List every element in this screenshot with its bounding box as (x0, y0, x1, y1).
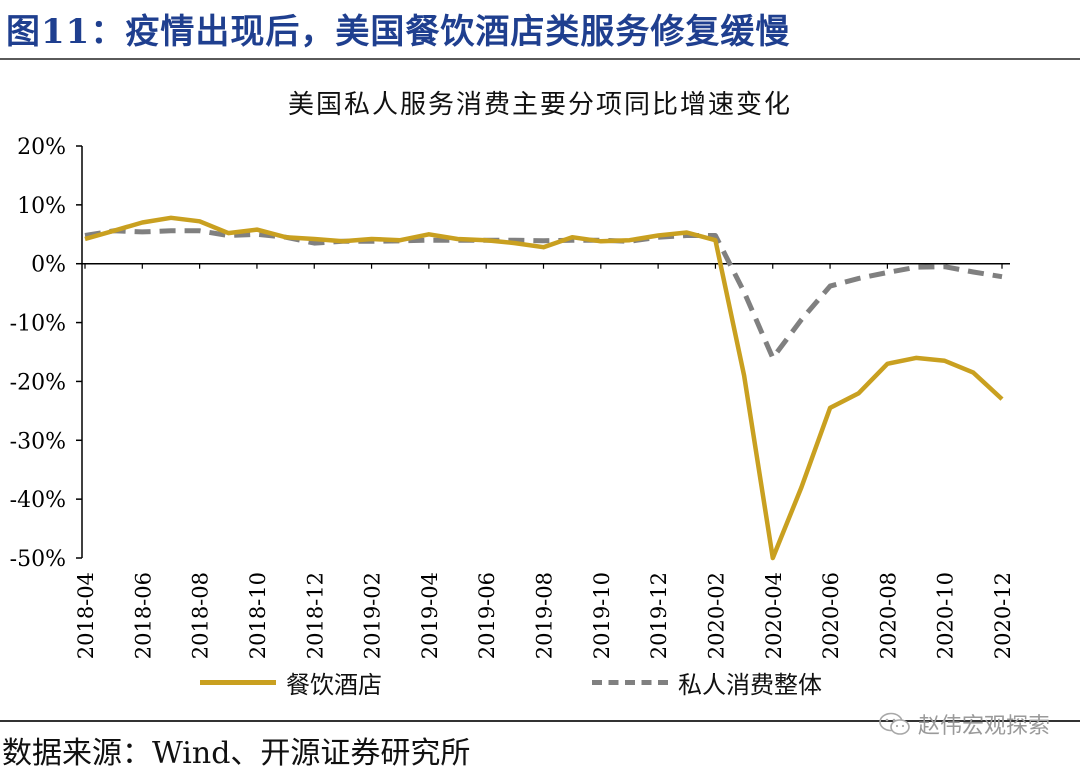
y-tick-label: 10% (17, 194, 66, 219)
watermark: 赵伟宏观探索 (878, 708, 1050, 740)
x-tick-label: 2020-06 (819, 572, 843, 659)
series-line-private-consumption (84, 228, 1003, 361)
x-tick-label: 2020-02 (704, 572, 728, 659)
source-note: 数据来源：Wind、开源证券研究所 (2, 736, 471, 771)
series-line-restaurants-hotels (84, 215, 1004, 561)
x-tick-label: 2019-02 (361, 572, 385, 659)
x-tick-label: 2019-04 (418, 572, 442, 659)
x-tick-label: 2019-12 (647, 572, 671, 659)
watermark-text: 赵伟宏观探索 (917, 714, 1050, 739)
x-tick-label: 2020-04 (762, 572, 786, 659)
x-tick-label: 2018-10 (246, 572, 270, 659)
legend-label-restaurants-hotels: 餐饮酒店 (286, 670, 382, 699)
x-tick-label: 2020-10 (934, 572, 958, 659)
x-tick-label: 2018-06 (131, 572, 155, 659)
y-tick-label: 0% (31, 253, 66, 278)
x-tick-label: 2018-12 (303, 572, 327, 659)
y-tick-label: -30% (10, 429, 66, 454)
y-tick-label: -50% (10, 547, 66, 572)
legend-item-private-consumption: 私人消费整体 (592, 664, 822, 700)
header-divider (0, 58, 1080, 60)
y-tick-label: -20% (10, 370, 66, 395)
footer-divider (0, 720, 1080, 722)
figure-title: 图11：疫情出现后，美国餐饮酒店类服务修复缓慢 (6, 12, 791, 52)
x-tick-label: 2020-08 (876, 572, 900, 659)
x-tick-label: 2019-08 (533, 572, 557, 659)
y-tick-label: -40% (10, 488, 66, 513)
chart-title: 美国私人服务消费主要分项同比增速变化 (287, 90, 792, 120)
wechat-icon (879, 712, 910, 735)
x-tick-label: 2020-12 (991, 572, 1015, 659)
legend-item-restaurants-hotels: 餐饮酒店 (200, 664, 382, 700)
x-tick-label: 2019-10 (590, 572, 614, 659)
legend-swatch-restaurants-hotels (200, 679, 276, 685)
figure-header: 图11：疫情出现后，美国餐饮酒店类服务修复缓慢 (0, 0, 1080, 58)
x-tick-label: 2019-06 (475, 572, 499, 659)
y-tick-label: -10% (10, 312, 66, 337)
legend-swatch-private-consumption (592, 679, 668, 685)
x-tick-label: 2018-04 (74, 572, 98, 659)
x-tick-label: 2018-08 (189, 572, 213, 659)
legend-label-private-consumption: 私人消费整体 (678, 670, 822, 699)
y-tick-label: 20% (17, 135, 66, 160)
